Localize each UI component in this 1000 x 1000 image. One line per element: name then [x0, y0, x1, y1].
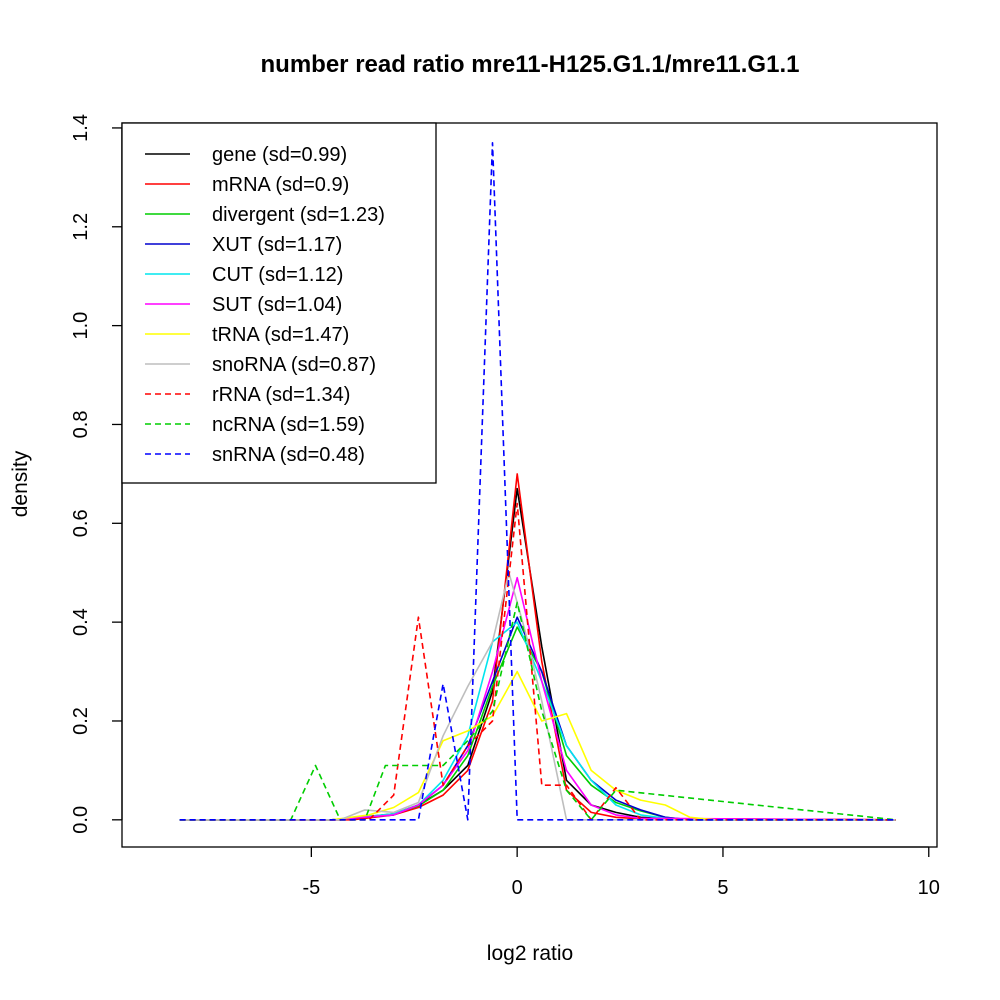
legend-label-2: divergent (sd=1.23) — [212, 204, 385, 226]
series-line-6 — [179, 670, 896, 821]
legend-label-6: tRNA (sd=1.47) — [212, 324, 349, 346]
series-line-1 — [179, 473, 896, 821]
legend-box — [121, 122, 437, 484]
series-line-9 — [179, 601, 896, 821]
x-tick-label-3: 10 — [918, 877, 940, 899]
x-tick-label-2: 5 — [717, 877, 728, 899]
series-line-3 — [179, 616, 896, 821]
chart-title: number read ratio mre11-H125.G1.1/mre11.… — [261, 51, 800, 78]
y-tick-label-7: 1.4 — [70, 114, 92, 142]
series-line-2 — [179, 626, 896, 821]
y-axis-label: density — [9, 450, 32, 517]
legend-label-10: snRNA (sd=0.48) — [212, 444, 365, 466]
y-tick-label-3: 0.6 — [70, 509, 92, 537]
legend-label-0: gene (sd=0.99) — [212, 144, 347, 166]
y-tick-label-6: 1.2 — [70, 213, 92, 241]
y-tick-label-0: 0.0 — [70, 806, 92, 834]
x-tick-label-1: 0 — [512, 877, 523, 899]
series-line-7 — [179, 571, 896, 821]
y-tick-label-4: 0.8 — [70, 411, 92, 439]
legend-label-3: XUT (sd=1.17) — [212, 234, 342, 256]
x-tick-label-0: -5 — [302, 877, 320, 899]
y-tick-label-5: 1.0 — [70, 312, 92, 340]
series-line-8 — [179, 502, 896, 821]
legend-label-8: rRNA (sd=1.34) — [212, 384, 350, 406]
legend-label-5: SUT (sd=1.04) — [212, 294, 342, 316]
legend-label-4: CUT (sd=1.12) — [212, 264, 343, 286]
legend-label-1: mRNA (sd=0.9) — [212, 174, 349, 196]
y-tick-label-1: 0.2 — [70, 707, 92, 735]
series-line-4 — [179, 621, 896, 821]
legend-label-9: ncRNA (sd=1.59) — [212, 414, 365, 436]
legend-label-7: snoRNA (sd=0.87) — [212, 354, 376, 376]
plot-area — [179, 142, 896, 821]
series-line-10 — [179, 142, 896, 821]
series-line-0 — [179, 487, 896, 821]
y-tick-label-2: 0.4 — [70, 608, 92, 636]
series-line-5 — [179, 576, 896, 821]
legend: gene (sd=0.99) mRNA (sd=0.9) divergent (sd… — [121, 122, 437, 484]
x-axis-label: log2 ratio — [487, 942, 573, 965]
